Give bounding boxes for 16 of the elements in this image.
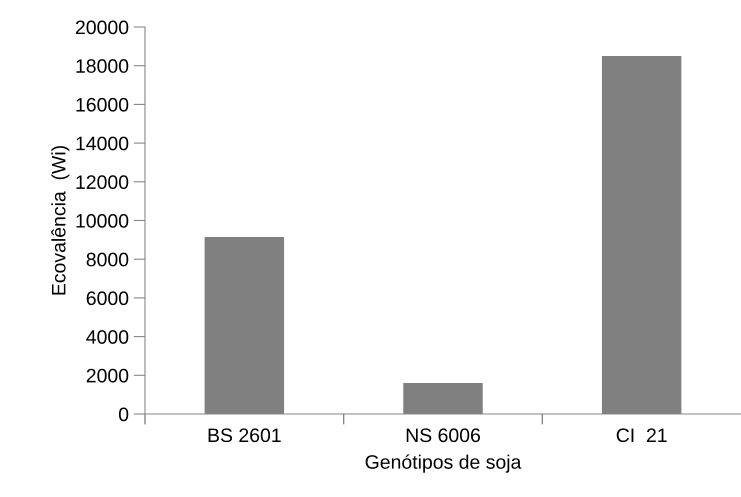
y-tick-label: 6000 bbox=[86, 291, 128, 306]
y-tick-label: 10000 bbox=[76, 214, 128, 228]
y-tick-label: 2000 bbox=[86, 368, 128, 383]
y-tick-label: 8000 bbox=[86, 252, 128, 266]
y-axis-title: Ecovalência (Wi) bbox=[51, 146, 70, 295]
y-tick-label: 12000 bbox=[76, 175, 128, 190]
y-tick-label: 18000 bbox=[76, 59, 128, 73]
x-tick-label: NS 6006 bbox=[406, 428, 480, 442]
x-tick-label: BS 2601 bbox=[208, 428, 281, 442]
x-tick-label: CI 21 bbox=[616, 428, 667, 442]
y-tick-label: 20000 bbox=[76, 20, 128, 34]
y-tick-label: 16000 bbox=[76, 98, 128, 112]
y-tick-label: 0 bbox=[118, 407, 128, 422]
x-axis-title: Genótipos de soja bbox=[366, 454, 522, 473]
y-tick-label: 14000 bbox=[76, 136, 128, 150]
y-tick-label: 4000 bbox=[86, 330, 128, 344]
